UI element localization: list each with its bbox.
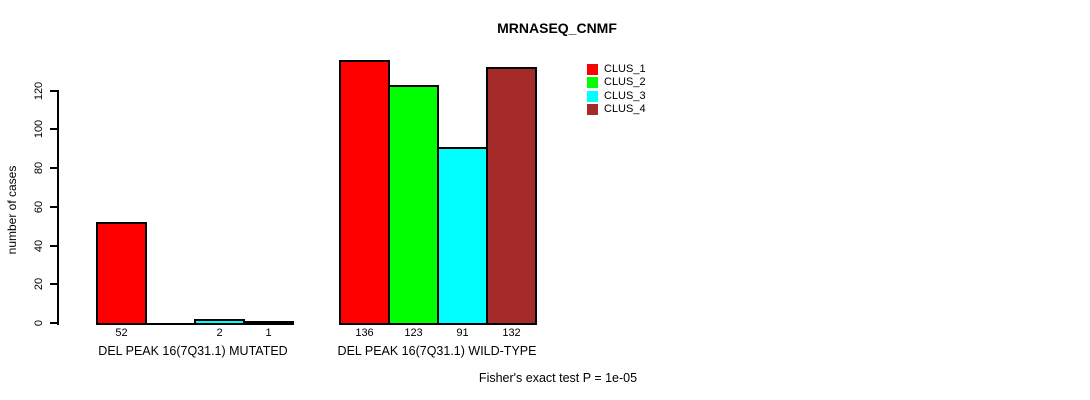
legend-item-clus_4: CLUS_4 bbox=[587, 103, 646, 116]
y-tick-label: 60 bbox=[33, 200, 45, 213]
legend-swatch-icon bbox=[587, 104, 598, 116]
bar-clus_1-group1 bbox=[96, 222, 147, 325]
y-tick-label: 40 bbox=[33, 239, 45, 252]
legend-label: CLUS_3 bbox=[604, 89, 646, 102]
bar-value-label: 1 bbox=[265, 327, 272, 339]
legend-swatch-icon bbox=[587, 90, 598, 102]
group-label-wildtype: DEL PEAK 16(7Q31.1) WILD-TYPE bbox=[337, 344, 537, 358]
legend: CLUS_1 CLUS_2 CLUS_3 CLUS_4 bbox=[587, 63, 646, 116]
bar-clus_4-group1 bbox=[243, 321, 294, 326]
legend-swatch-icon bbox=[587, 77, 598, 89]
legend-label: CLUS_2 bbox=[604, 76, 646, 89]
legend-item-clus_1: CLUS_1 bbox=[587, 63, 646, 76]
bar-value-label: 136 bbox=[355, 327, 374, 339]
y-tick bbox=[50, 128, 58, 131]
chart-title: MRNASEQ_CNMF bbox=[497, 20, 617, 36]
legend-label: CLUS_4 bbox=[604, 103, 646, 116]
bar-clus_1-group2 bbox=[339, 59, 390, 325]
y-tick-label: 80 bbox=[33, 162, 45, 175]
y-tick bbox=[50, 89, 58, 92]
y-tick bbox=[50, 205, 58, 208]
bar-value-label: 52 bbox=[115, 327, 128, 339]
legend-label: CLUS_1 bbox=[604, 63, 646, 76]
bar-clus_2-group2 bbox=[388, 84, 439, 325]
legend-swatch-icon bbox=[587, 64, 598, 76]
y-tick bbox=[50, 244, 58, 247]
fisher-test-annotation: Fisher's exact test P = 1e-05 bbox=[478, 371, 638, 385]
bar-value-label: 2 bbox=[216, 327, 223, 339]
bar-value-label: 123 bbox=[404, 327, 423, 339]
group-label-mutated: DEL PEAK 16(7Q31.1) MUTATED bbox=[98, 344, 288, 358]
zero-bar-clus_2-group1 bbox=[145, 323, 196, 325]
bar-clus_3-group2 bbox=[437, 146, 488, 325]
y-axis-title: number of cases bbox=[5, 165, 19, 255]
y-tick-label: 120 bbox=[33, 81, 45, 100]
y-tick-label: 100 bbox=[33, 120, 45, 139]
y-axis-line bbox=[57, 90, 59, 325]
bar-clus_4-group2 bbox=[486, 67, 537, 325]
y-tick-label: 20 bbox=[33, 278, 45, 291]
y-tick bbox=[50, 167, 58, 170]
bar-value-label: 132 bbox=[502, 327, 521, 339]
y-tick bbox=[50, 283, 58, 286]
legend-item-clus_3: CLUS_3 bbox=[587, 90, 646, 103]
bar-clus_3-group1 bbox=[194, 319, 245, 325]
bar-value-label: 91 bbox=[456, 327, 469, 339]
legend-item-clus_2: CLUS_2 bbox=[587, 76, 646, 89]
y-tick bbox=[50, 322, 58, 324]
y-tick-label: 0 bbox=[33, 319, 45, 327]
